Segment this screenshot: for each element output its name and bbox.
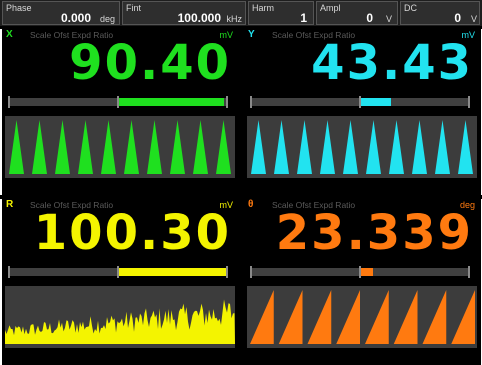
bar-tick xyxy=(226,266,228,278)
bar-tick xyxy=(359,96,361,108)
top-parameter-bar: Phase 0.000 deg Fint 100.000 kHz Harm 1 … xyxy=(0,0,482,26)
panel-menu-x[interactable]: Scale Ofst Expd Ratio xyxy=(30,30,114,40)
unit-label-y: mV xyxy=(461,30,476,40)
harm-value: 1 xyxy=(300,11,307,25)
bar-tick xyxy=(250,96,252,108)
panel-r[interactable]: R Scale Ofst Expd Ratio mV 100.30 xyxy=(2,197,239,365)
level-bar-fill-theta xyxy=(360,268,374,276)
ampl-field[interactable]: Ampl 0 V xyxy=(316,1,398,25)
channel-label-x: X xyxy=(6,29,13,40)
bar-tick xyxy=(250,266,252,278)
waveform-y xyxy=(247,116,477,178)
level-bar-x xyxy=(8,96,228,108)
panel-menu-r[interactable]: Scale Ofst Expd Ratio xyxy=(30,200,114,210)
fint-value: 100.000 xyxy=(177,11,221,25)
waveform-x xyxy=(5,116,235,178)
waveform-trace xyxy=(251,120,473,174)
waveform-trace xyxy=(250,290,475,344)
readout-x: 90.40 xyxy=(69,35,231,91)
level-bar-fill-x xyxy=(118,98,224,106)
unit-label-x: mV xyxy=(219,30,234,40)
dc-field[interactable]: DC 0 V xyxy=(400,1,480,25)
unit-label-r: mV xyxy=(219,200,234,210)
divider xyxy=(0,195,482,199)
harm-field[interactable]: Harm 1 xyxy=(248,1,314,25)
channel-label-y: Y xyxy=(248,29,255,40)
phase-value: 0.000 xyxy=(60,11,91,25)
dc-value: 0 xyxy=(454,11,461,25)
bar-tick xyxy=(226,96,228,108)
level-bar-fill-r xyxy=(118,268,228,276)
level-bar-theta xyxy=(250,266,470,278)
bar-tick xyxy=(8,96,10,108)
bar-tick xyxy=(117,266,119,278)
phase-unit: deg xyxy=(99,14,115,24)
bar-tick xyxy=(468,96,470,108)
readout-r: 100.30 xyxy=(33,205,231,261)
panel-theta[interactable]: θ Scale Ofst Expd Ratio deg 23.339 xyxy=(244,197,481,365)
panel-menu-theta[interactable]: Scale Ofst Expd Ratio xyxy=(272,200,356,210)
level-bar-fill-y xyxy=(360,98,391,106)
readout-theta: 23.339 xyxy=(275,205,473,261)
bar-tick xyxy=(359,266,361,278)
ampl-unit: V xyxy=(385,14,392,24)
waveform-r xyxy=(5,286,235,348)
fint-unit: kHz xyxy=(226,14,243,24)
waveform-trace xyxy=(5,299,235,344)
ampl-label: Ampl xyxy=(320,3,341,13)
channel-label-r: R xyxy=(6,199,14,210)
bar-tick xyxy=(468,266,470,278)
channel-label-theta: θ xyxy=(248,199,254,210)
bar-tick xyxy=(117,96,119,108)
phase-label: Phase xyxy=(6,3,32,13)
panel-y[interactable]: Y Scale Ofst Expd Ratio mV 43.43 xyxy=(244,27,481,195)
waveform-theta xyxy=(247,286,477,348)
unit-label-theta: deg xyxy=(459,200,475,210)
phase-field[interactable]: Phase 0.000 deg xyxy=(2,1,120,25)
dc-label: DC xyxy=(404,3,417,13)
panel-x[interactable]: X Scale Ofst Expd Ratio mV 90.40 xyxy=(2,27,239,195)
fint-field[interactable]: Fint 100.000 kHz xyxy=(122,1,246,25)
panel-menu-y[interactable]: Scale Ofst Expd Ratio xyxy=(272,30,356,40)
waveform-trace xyxy=(9,120,231,174)
bar-tick xyxy=(8,266,10,278)
readout-y: 43.43 xyxy=(311,35,473,91)
ampl-value: 0 xyxy=(366,11,373,25)
harm-label: Harm xyxy=(252,3,274,13)
level-bar-r xyxy=(8,266,228,278)
fint-label: Fint xyxy=(126,3,142,13)
dc-unit: V xyxy=(470,14,477,24)
level-bar-y xyxy=(250,96,470,108)
